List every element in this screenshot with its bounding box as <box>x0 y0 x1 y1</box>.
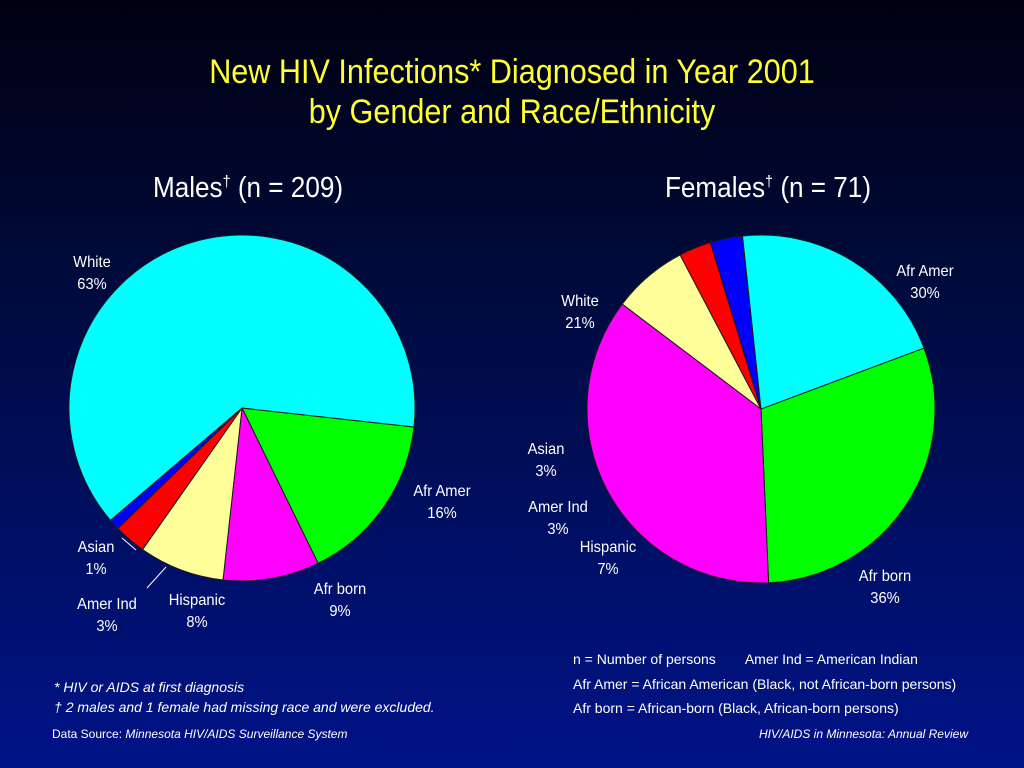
males-label-afr-born: Afr born 9% <box>313 581 367 620</box>
males-chart-title: Males† (n = 209) <box>59 172 437 205</box>
legend-line-3: Afr born = African-born (Black, African-… <box>573 700 899 716</box>
females-label-afr-amer: Afr Amer 30% <box>896 263 954 302</box>
legend-line-1: n = Number of persons Amer Ind = America… <box>573 651 918 667</box>
legend-amer-ind: Amer Ind = American Indian <box>744 651 918 667</box>
legend-n: n = Number of persons <box>573 651 716 667</box>
females-title-n: (n = 71) <box>780 172 872 204</box>
females-label-amer-ind: Amer Ind 3% <box>528 499 588 538</box>
footnote-2: † 2 males and 1 female had missing race … <box>54 699 435 715</box>
slide-title: New HIV Infections* Diagnosed in Year 20… <box>51 52 973 132</box>
footnote-2-text: 2 males and 1 female had missing race an… <box>65 699 435 715</box>
females-slice-white <box>741 234 925 410</box>
males-label-hispanic: Hispanic 8% <box>168 592 226 631</box>
females-label-white: White 21% <box>561 293 599 332</box>
males-pie <box>68 234 416 582</box>
males-label-afr-amer: Afr Amer 16% <box>413 483 471 522</box>
footnote-2-mark: † <box>54 699 62 715</box>
data-source-label: Data Source: <box>52 727 123 741</box>
males-title-mark: † <box>222 173 231 191</box>
data-source-name: Minnesota HIV/AIDS Surveillance System <box>125 727 348 741</box>
females-chart-title: Females† (n = 71) <box>579 172 957 205</box>
males-label-asian: Asian 1% <box>77 539 115 578</box>
males-slice-afr-born <box>222 406 319 582</box>
females-label-hispanic: Hispanic 7% <box>579 539 637 578</box>
males-slice-white <box>68 234 416 522</box>
males-label-white: White 63% <box>73 254 111 293</box>
amer-ind-leader-line <box>146 566 167 589</box>
females-slice-afr-amer <box>760 347 936 584</box>
females-slice-afr-born <box>586 303 770 584</box>
title-line-2: by Gender and Race/Ethnicity <box>308 93 716 131</box>
males-title-text: Males <box>152 172 223 204</box>
females-pie <box>586 234 936 584</box>
title-line-1: New HIV Infections* Diagnosed in Year 20… <box>209 53 815 91</box>
footnote-1: * HIV or AIDS at first diagnosis <box>54 679 245 695</box>
annual-review: HIV/AIDS in Minnesota: Annual Review <box>759 727 968 741</box>
males-label-amer-ind: Amer Ind 3% <box>77 596 137 635</box>
males-title-n: (n = 209) <box>237 172 344 204</box>
data-source: Data Source: Minnesota HIV/AIDS Surveill… <box>52 727 347 741</box>
males-slice-afr-amer <box>241 407 415 565</box>
females-title-text: Females <box>664 172 766 204</box>
females-label-asian: Asian 3% <box>527 441 565 480</box>
females-label-afr-born: Afr born 36% <box>858 568 912 607</box>
legend-line-2: Afr Amer = African American (Black, not … <box>573 676 957 692</box>
females-title-mark: † <box>765 173 774 191</box>
asian-leader-line <box>121 537 137 551</box>
annual-review-text: HIV/AIDS in Minnesota: Annual Review <box>759 727 968 741</box>
